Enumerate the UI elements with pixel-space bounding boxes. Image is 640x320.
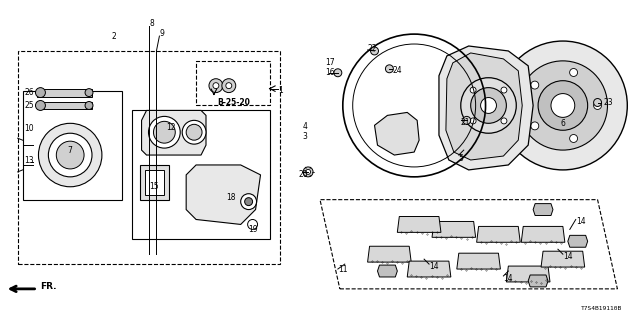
Polygon shape	[477, 227, 520, 242]
Bar	[18, 51, 280, 264]
Polygon shape	[374, 112, 419, 155]
Text: 10: 10	[24, 124, 34, 133]
Text: 14: 14	[429, 261, 438, 271]
Circle shape	[241, 194, 257, 210]
Circle shape	[186, 124, 202, 140]
Circle shape	[248, 220, 257, 229]
Text: 25: 25	[24, 101, 34, 110]
Bar	[38, 101, 92, 109]
Circle shape	[531, 122, 539, 130]
Bar	[22, 91, 122, 200]
Polygon shape	[528, 275, 548, 287]
Text: 24: 24	[392, 66, 402, 75]
Circle shape	[35, 88, 45, 98]
Circle shape	[518, 61, 607, 150]
Circle shape	[244, 198, 253, 206]
Circle shape	[385, 65, 394, 73]
Text: 17: 17	[325, 58, 335, 67]
Text: 19: 19	[248, 225, 259, 234]
Circle shape	[501, 118, 507, 124]
Text: 14: 14	[504, 275, 513, 284]
Circle shape	[594, 99, 602, 107]
Circle shape	[49, 133, 92, 177]
Circle shape	[531, 81, 539, 89]
Circle shape	[470, 87, 476, 93]
Text: 23: 23	[604, 98, 613, 107]
Circle shape	[463, 116, 470, 124]
Text: T7S4B19110B: T7S4B19110B	[581, 306, 622, 311]
Circle shape	[306, 169, 310, 174]
Circle shape	[38, 123, 102, 187]
Polygon shape	[533, 204, 553, 215]
Text: 22: 22	[367, 44, 377, 53]
Polygon shape	[186, 165, 260, 224]
Circle shape	[371, 47, 378, 55]
Text: 6: 6	[561, 119, 565, 128]
Polygon shape	[367, 246, 412, 262]
Circle shape	[148, 116, 180, 148]
Text: 7: 7	[68, 146, 72, 155]
Circle shape	[470, 118, 476, 124]
Circle shape	[570, 68, 577, 76]
Polygon shape	[457, 253, 500, 269]
Polygon shape	[407, 261, 451, 277]
Circle shape	[35, 100, 45, 110]
Text: 15: 15	[150, 182, 159, 191]
Text: 16: 16	[325, 68, 335, 77]
Text: 1: 1	[278, 86, 283, 95]
Circle shape	[470, 88, 506, 123]
Bar	[38, 89, 92, 97]
Circle shape	[501, 87, 507, 93]
Circle shape	[481, 98, 497, 113]
Circle shape	[538, 81, 588, 130]
Polygon shape	[432, 221, 476, 237]
Bar	[132, 110, 271, 239]
Bar	[196, 61, 271, 106]
Text: FR.: FR.	[40, 282, 57, 292]
Circle shape	[222, 79, 236, 92]
Polygon shape	[439, 46, 533, 170]
Circle shape	[499, 41, 627, 170]
Circle shape	[226, 83, 232, 89]
Polygon shape	[141, 110, 206, 155]
Circle shape	[461, 78, 516, 133]
Text: 14: 14	[576, 217, 586, 226]
Circle shape	[334, 69, 342, 77]
Circle shape	[213, 83, 219, 89]
Bar	[140, 165, 170, 200]
Polygon shape	[378, 265, 397, 277]
Text: 18: 18	[226, 193, 236, 202]
Circle shape	[303, 167, 313, 177]
Text: 26: 26	[24, 88, 34, 97]
Polygon shape	[446, 53, 522, 160]
Polygon shape	[521, 227, 565, 242]
Text: 11: 11	[338, 265, 348, 274]
Text: 20: 20	[298, 170, 308, 180]
Circle shape	[209, 79, 223, 92]
Circle shape	[56, 141, 84, 169]
Bar	[145, 170, 164, 195]
Text: 9: 9	[159, 28, 164, 38]
Text: 5: 5	[459, 154, 463, 163]
Text: 13: 13	[24, 156, 34, 164]
Text: 12: 12	[166, 123, 176, 132]
Text: 14: 14	[563, 252, 573, 261]
Polygon shape	[568, 235, 588, 247]
Text: B-25-20: B-25-20	[217, 98, 250, 107]
Text: 8: 8	[150, 19, 154, 28]
Circle shape	[570, 134, 577, 142]
Text: 21: 21	[461, 118, 470, 127]
Circle shape	[85, 89, 93, 97]
Text: 4: 4	[302, 122, 307, 131]
Circle shape	[85, 101, 93, 109]
Polygon shape	[541, 251, 585, 267]
Circle shape	[154, 121, 175, 143]
Circle shape	[594, 101, 602, 109]
Circle shape	[551, 93, 575, 117]
Circle shape	[182, 120, 206, 144]
Polygon shape	[506, 266, 550, 282]
Text: 3: 3	[302, 132, 307, 141]
Text: 2: 2	[111, 32, 116, 41]
Polygon shape	[397, 217, 441, 232]
